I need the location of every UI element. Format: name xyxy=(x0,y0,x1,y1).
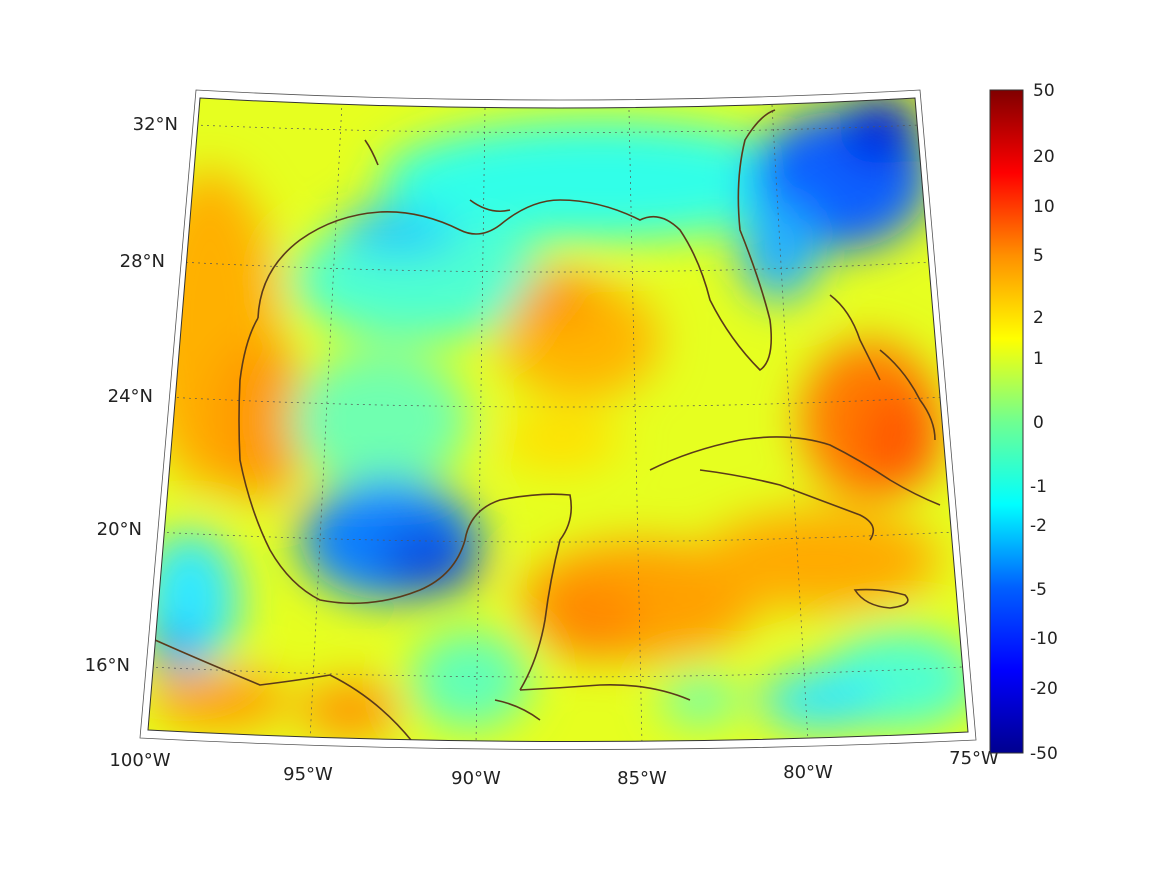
cb-tick-m20: -20 xyxy=(1030,679,1058,699)
map-panel xyxy=(148,98,968,742)
cb-tick-10: 10 xyxy=(1033,197,1055,217)
map-frame xyxy=(147,97,969,743)
cb-tick-20: 20 xyxy=(1033,147,1055,167)
lat-label-20: 20°N xyxy=(97,519,142,540)
colorbar-ticks: 50 20 10 5 2 1 0 -1 -2 -5 -10 -20 -50 xyxy=(1030,81,1058,764)
colorbar-gradient xyxy=(989,89,1024,754)
lon-label-90w: 90°W xyxy=(451,768,501,789)
cb-tick-0: 0 xyxy=(1033,413,1044,433)
lon-labels: 100°W 95°W 90°W 85°W 80°W 75°W xyxy=(109,748,999,789)
lat-label-16: 16°N xyxy=(85,655,130,676)
lon-label-100w: 100°W xyxy=(109,750,170,771)
cb-tick-2: 2 xyxy=(1033,308,1044,328)
lon-label-95w: 95°W xyxy=(283,764,333,785)
lat-label-24: 24°N xyxy=(108,386,153,407)
cb-tick-m10: -10 xyxy=(1030,629,1058,649)
field-blobs xyxy=(148,98,968,740)
cb-tick-50: 50 xyxy=(1033,81,1055,101)
map-frame-outer xyxy=(139,89,977,750)
graticule xyxy=(149,101,963,742)
lon-label-75w: 75°W xyxy=(949,748,999,769)
lat-label-28: 28°N xyxy=(120,251,165,272)
coastlines xyxy=(154,109,941,742)
cb-tick-m1: -1 xyxy=(1030,477,1047,497)
cb-tick-m50: -50 xyxy=(1030,744,1058,764)
cb-tick-5: 5 xyxy=(1033,246,1044,266)
cb-tick-m5: -5 xyxy=(1030,580,1047,600)
lat-label-32: 32°N xyxy=(133,114,178,135)
colorbar: 50 20 10 5 2 1 0 -1 -2 -5 -10 -20 -50 xyxy=(989,81,1058,764)
lat-labels: 32°N 28°N 24°N 20°N 16°N xyxy=(85,114,178,676)
lon-label-80w: 80°W xyxy=(783,762,833,783)
lon-label-85w: 85°W xyxy=(617,768,667,789)
cb-tick-1: 1 xyxy=(1033,349,1044,369)
cb-tick-m2: -2 xyxy=(1030,516,1047,536)
